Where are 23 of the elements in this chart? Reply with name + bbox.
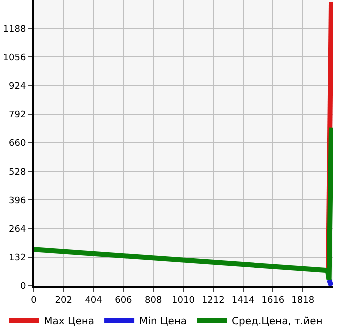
- x-tick-label: 1818: [292, 296, 315, 306]
- legend-label: Сред.Цена, т.йен: [232, 316, 323, 328]
- y-tick-label: 264: [9, 224, 26, 235]
- y-tick-label: 528: [9, 168, 26, 178]
- x-tick-label: 1212: [202, 296, 225, 306]
- x-tick-label: 808: [145, 296, 162, 306]
- x-tick-label: 202: [55, 296, 72, 306]
- y-tick-label: 1188: [3, 24, 26, 35]
- y-tick-label: 396: [9, 196, 26, 206]
- x-tick-label: 1616: [262, 296, 285, 306]
- legend-label: Min Цена: [140, 316, 188, 328]
- y-tick-label: 792: [9, 110, 26, 121]
- y-tick-label: 1056: [3, 53, 26, 64]
- x-tick-label: 1010: [172, 296, 196, 306]
- y-tick-label: 132: [9, 254, 26, 264]
- x-tick-label: 1414: [232, 296, 256, 306]
- y-tick-label: 0: [20, 282, 26, 292]
- y-tick-label: 660: [9, 139, 26, 150]
- y-tick-label: 924: [9, 82, 26, 92]
- legend-label: Max Цена: [44, 316, 95, 328]
- x-tick-label: 0: [31, 296, 38, 306]
- x-tick-label: 606: [115, 296, 133, 306]
- x-tick-label: 404: [85, 296, 103, 306]
